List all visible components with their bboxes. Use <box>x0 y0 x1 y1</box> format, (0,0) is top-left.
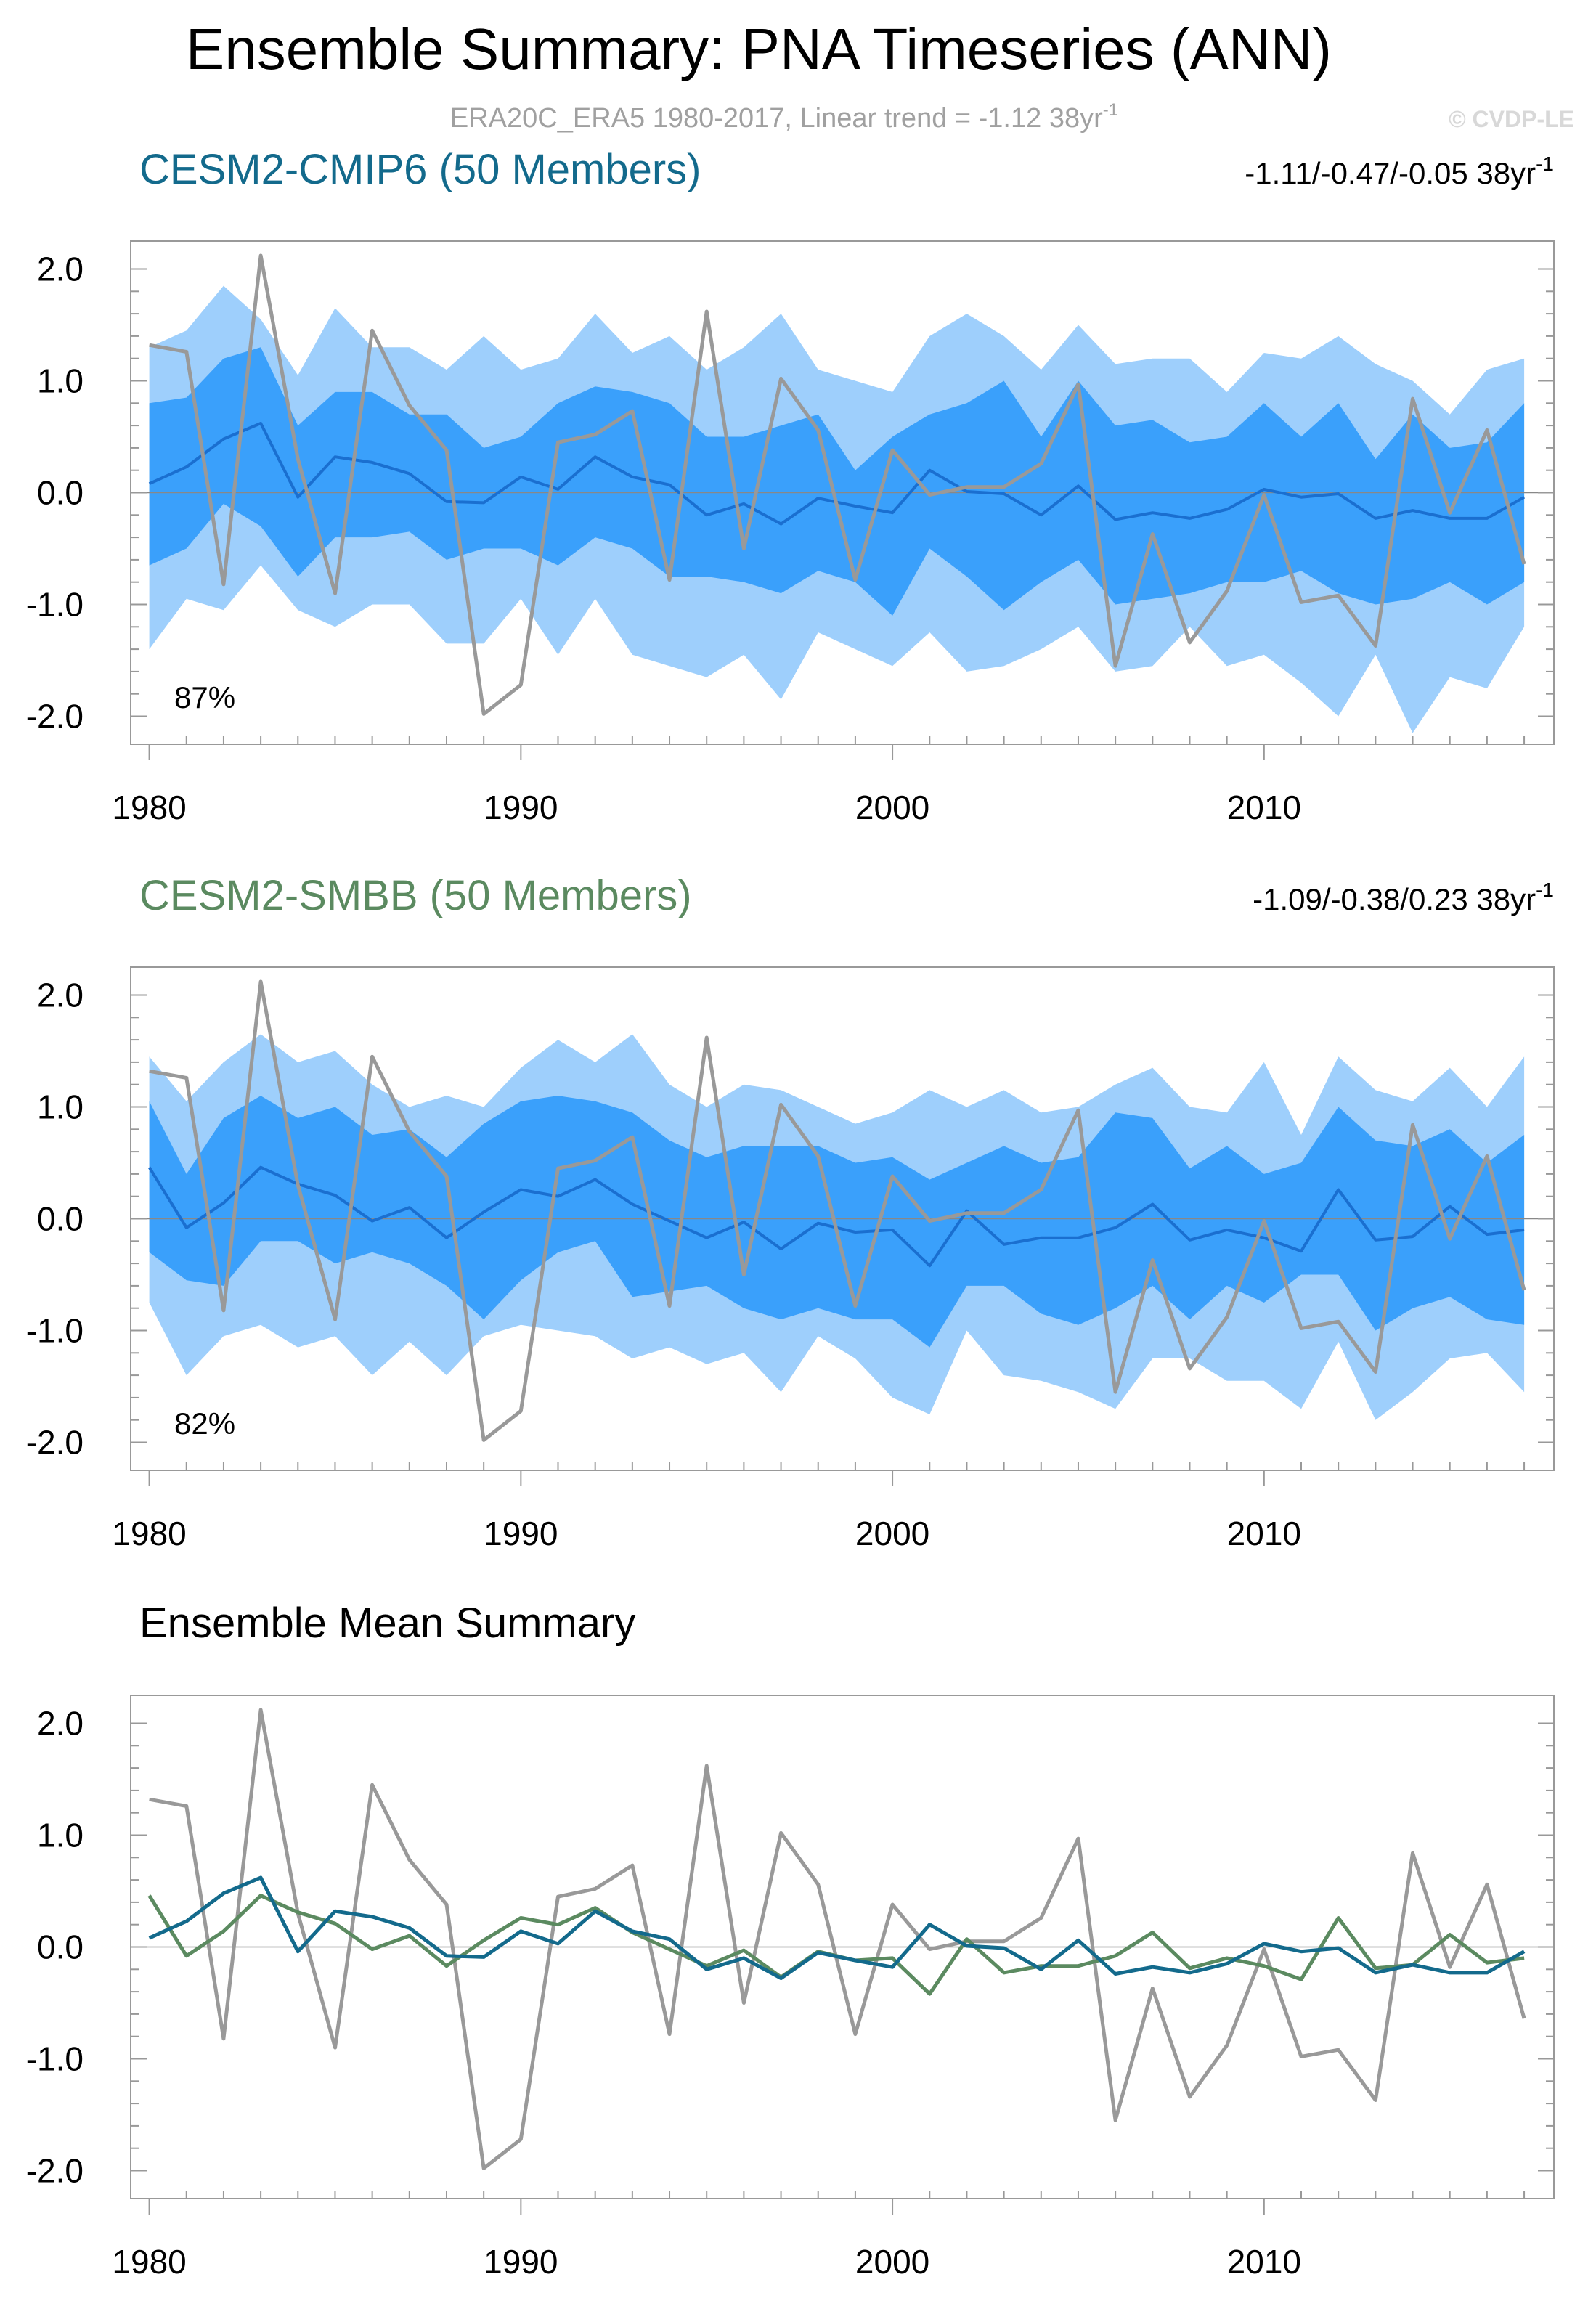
percent-within-spread-label: 87% <box>174 680 235 714</box>
figure-subtitle: ERA20C_ERA5 1980-2017, Linear trend = -1… <box>450 100 1118 134</box>
x-tick-label: 2010 <box>1227 789 1301 826</box>
plot-area-cesm2-cmip6: 2.0 1.0 0.0 -1.0 -2.0 1980 1990 2000 2010 87% <box>26 240 1555 826</box>
spread-band-inner <box>149 1096 1525 1348</box>
y-tick-label: -1.0 <box>26 586 84 624</box>
y-tick-label: -2.0 <box>26 2152 84 2190</box>
panel-trend-cesm2-smbb: -1.09/-0.38/0.23 38yr-1 <box>1253 879 1554 916</box>
x-tick-label: 1980 <box>112 789 186 826</box>
plot-area-ensemble-mean: 2.0 1.0 0.0 -1.0 -2.0 1980 1990 2000 2010 <box>26 1695 1555 2281</box>
y-tick-label: 0.0 <box>37 1200 84 1238</box>
plot-data-layer <box>131 1708 1554 2170</box>
y-tick-label: -2.0 <box>26 698 84 736</box>
x-tick-label: 2010 <box>1227 1515 1301 1552</box>
panel-trend-cesm2-cmip6: -1.11/-0.47/-0.05 38yr-1 <box>1245 152 1554 190</box>
panel-title-cesm2-cmip6: CESM2-CMIP6 (50 Members) <box>139 146 701 193</box>
y-tick-label: 1.0 <box>37 362 84 400</box>
plot-data-layer <box>131 253 1554 733</box>
panel-cesm2-cmip6: CESM2-CMIP6 (50 Members) -1.11/-0.47/-0.… <box>26 146 1555 826</box>
plot-area-cesm2-smbb: 2.0 1.0 0.0 -1.0 -2.0 1980 1990 2000 2010 82% <box>26 966 1555 1552</box>
watermark: © CVDP-LE <box>1449 106 1574 132</box>
y-tick-label: 0.0 <box>37 1928 84 1966</box>
trend-sup: -1 <box>1536 879 1554 901</box>
x-tick-label: 1990 <box>484 2243 558 2281</box>
panel-title-cesm2-smbb: CESM2-SMBB (50 Members) <box>139 872 692 919</box>
x-tick-label: 1990 <box>484 789 558 826</box>
x-tick-label: 2000 <box>855 2243 929 2281</box>
y-tick-label: -1.0 <box>26 1312 84 1350</box>
x-tick-label: 2010 <box>1227 2243 1301 2281</box>
spread-band-inner <box>149 347 1525 616</box>
series-line-era20c-era5 <box>149 1708 1526 2170</box>
y-tick-label: 1.0 <box>37 1088 84 1126</box>
x-tick-label: 2000 <box>855 789 929 826</box>
subtitle-sup: -1 <box>1103 100 1118 120</box>
x-tick-label: 1980 <box>112 1515 186 1552</box>
y-tick-label: -1.0 <box>26 2040 84 2078</box>
y-tick-label: 2.0 <box>37 1705 84 1743</box>
y-tick-label: 2.0 <box>37 250 84 288</box>
observation-line <box>149 253 1526 716</box>
plot-data-layer <box>131 979 1554 1442</box>
panel-title-ensemble-mean: Ensemble Mean Summary <box>139 1600 635 1647</box>
trend-sup: -1 <box>1536 152 1554 175</box>
y-tick-label: 2.0 <box>37 977 84 1014</box>
y-tick-label: 1.0 <box>37 1817 84 1854</box>
y-tick-label: 0.0 <box>37 474 84 512</box>
trend-main: -1.11/-0.47/-0.05 38yr <box>1245 156 1536 190</box>
observation-line <box>149 979 1526 1442</box>
series-line-cesm2-cmip6 <box>148 1875 1526 1981</box>
figure-title: Ensemble Summary: PNA Timeseries (ANN) <box>186 17 1332 81</box>
panel-cesm2-smbb: CESM2-SMBB (50 Members) -1.09/-0.38/0.23… <box>26 872 1555 1552</box>
x-tick-label: 2000 <box>855 1515 929 1552</box>
subtitle-main: ERA20C_ERA5 1980-2017, Linear trend = -1… <box>450 103 1103 134</box>
panel-ensemble-mean-summary: Ensemble Mean Summary 2.0 1.0 0.0 -1.0 -2.0 1… <box>26 1600 1555 2281</box>
x-tick-label: 1990 <box>484 1515 558 1552</box>
x-tick-label: 1980 <box>112 2243 186 2281</box>
percent-within-spread-label: 82% <box>174 1406 235 1441</box>
y-tick-label: -2.0 <box>26 1424 84 1462</box>
trend-main: -1.09/-0.38/0.23 38yr <box>1253 882 1536 916</box>
